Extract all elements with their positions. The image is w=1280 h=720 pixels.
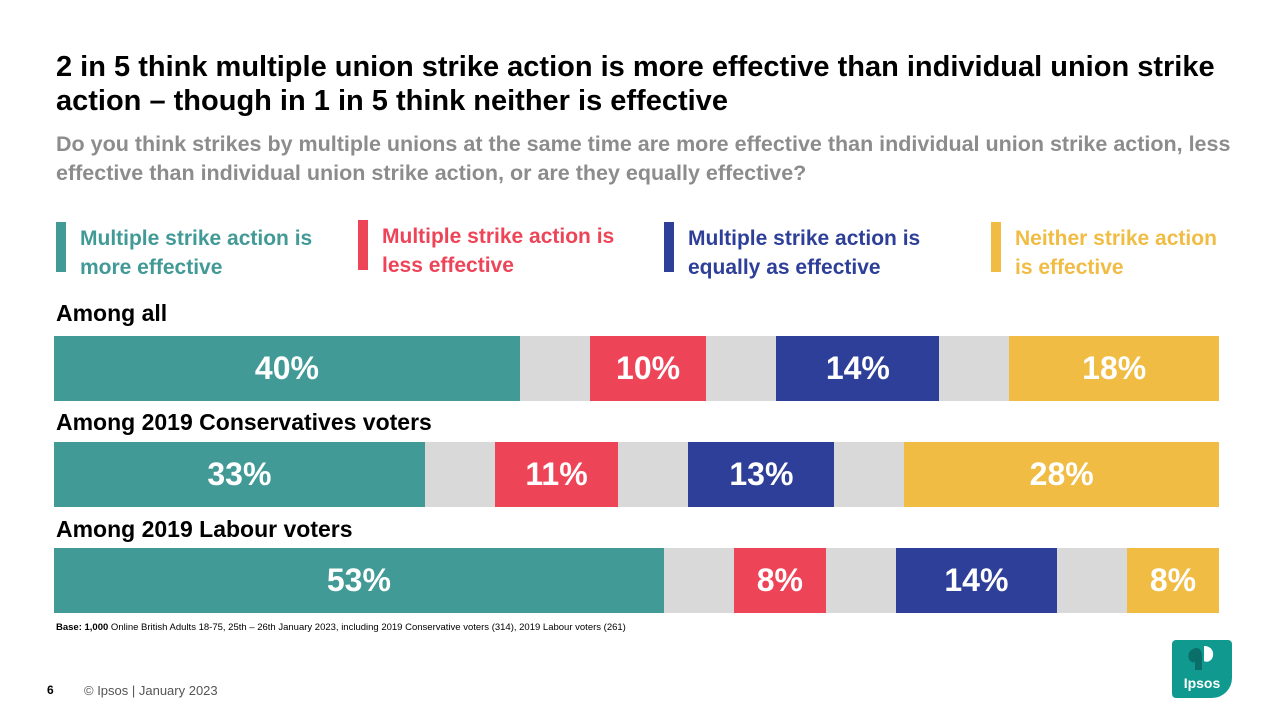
base-note-bold: Base: 1,000 xyxy=(56,622,109,633)
group-label-conservatives: Among 2019 Conservatives voters xyxy=(56,409,432,435)
bar-segment-all-equal: 14% xyxy=(776,336,940,401)
legend-swatch-neither xyxy=(991,222,1001,272)
base-note-text: Online British Adults 18-75, 25th – 26th… xyxy=(108,622,626,633)
bar-label-conservatives-more: 33% xyxy=(207,456,272,492)
bar-segment-labour-less: 8% xyxy=(733,548,826,613)
bar-gap-all-1 xyxy=(519,336,590,401)
bar-segment-conservatives-more: 33% xyxy=(54,442,425,507)
slide-subtitle: Do you think strikes by multiple unions … xyxy=(56,132,1231,185)
bar-segment-conservatives-neither: 28% xyxy=(904,442,1219,507)
bar-gap-conservatives-1 xyxy=(424,442,495,507)
bar-segment-labour-more: 53% xyxy=(54,548,664,613)
bar-label-labour-less: 8% xyxy=(756,562,803,598)
bar-gap-all-3 xyxy=(939,336,1010,401)
bar-segment-all-more: 40% xyxy=(54,336,520,401)
bar-label-all-neither: 18% xyxy=(1082,350,1147,386)
slide-title: 2 in 5 think multiple union strike actio… xyxy=(56,51,1215,117)
legend-label-more: Multiple strike action is more effective xyxy=(80,227,313,279)
bar-label-conservatives-less: 11% xyxy=(525,456,588,492)
legend-swatch-more xyxy=(56,222,66,272)
bar-label-labour-equal: 14% xyxy=(944,562,1009,598)
footer-copyright: © Ipsos | January 2023 xyxy=(84,683,218,698)
ipsos-logo-text: Ipsos xyxy=(1183,675,1221,691)
bar-label-labour-more: 53% xyxy=(326,562,391,598)
bar-row-all: 40% 10% 14% 18% xyxy=(54,336,1219,401)
base-note: Base: 1,000 Online British Adults 18-75,… xyxy=(56,622,626,633)
legend-label-less: Multiple strike action is less effective xyxy=(382,225,615,277)
ipsos-logo: Ipsos xyxy=(1172,640,1232,698)
bar-gap-all-2 xyxy=(706,336,777,401)
bar-label-all-equal: 14% xyxy=(825,350,890,386)
group-label-labour: Among 2019 Labour voters xyxy=(56,516,353,542)
legend-swatch-less xyxy=(358,220,368,270)
bar-gap-labour-3 xyxy=(1056,548,1127,613)
bar-segment-labour-neither: 8% xyxy=(1126,548,1219,613)
bar-segment-all-neither: 18% xyxy=(1009,336,1219,401)
bar-gap-labour-2 xyxy=(825,548,896,613)
page-number: 6 xyxy=(47,683,54,697)
bar-segment-all-less: 10% xyxy=(589,336,707,401)
bar-gap-conservatives-3 xyxy=(834,442,905,507)
bar-gap-conservatives-2 xyxy=(618,442,689,507)
bar-segment-conservatives-less: 11% xyxy=(494,442,619,507)
bar-row-conservatives: 33% 11% 13% 28% xyxy=(54,442,1219,507)
bar-segment-conservatives-equal: 13% xyxy=(688,442,835,507)
group-label-all: Among all xyxy=(56,300,168,326)
bar-segment-labour-equal: 14% xyxy=(895,548,1057,613)
bar-label-conservatives-neither: 28% xyxy=(1029,456,1094,492)
legend-label-neither: Neither strike action is effective xyxy=(1015,227,1217,279)
bar-row-labour: 53% 8% 14% 8% xyxy=(54,548,1219,613)
bar-label-all-more: 40% xyxy=(254,350,319,386)
bar-label-conservatives-equal: 13% xyxy=(729,456,794,492)
bar-gap-labour-1 xyxy=(663,548,734,613)
legend-label-equal: Multiple strike action is equally as eff… xyxy=(688,227,921,279)
legend-swatch-equal xyxy=(664,222,674,272)
ipsos-logo-mark xyxy=(1188,646,1214,670)
bar-label-labour-neither: 8% xyxy=(1149,562,1197,598)
bar-label-all-less: 10% xyxy=(616,350,681,386)
